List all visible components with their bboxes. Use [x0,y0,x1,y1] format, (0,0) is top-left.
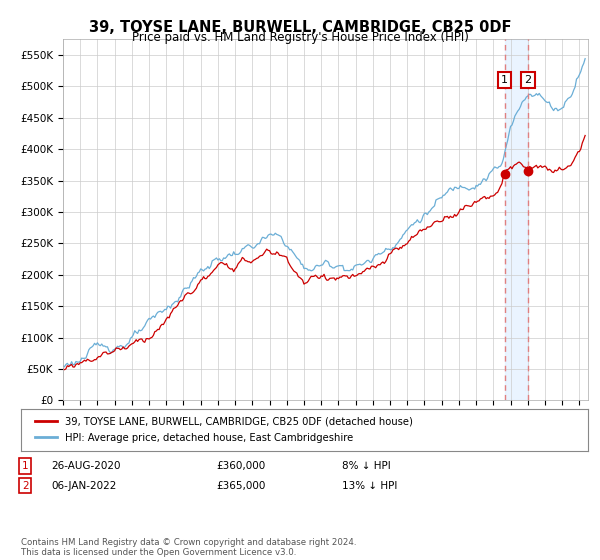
Text: £365,000: £365,000 [216,480,265,491]
Text: 2: 2 [524,75,532,85]
Text: 13% ↓ HPI: 13% ↓ HPI [342,480,397,491]
Text: Contains HM Land Registry data © Crown copyright and database right 2024.
This d: Contains HM Land Registry data © Crown c… [21,538,356,557]
Legend: 39, TOYSE LANE, BURWELL, CAMBRIDGE, CB25 0DF (detached house), HPI: Average pric: 39, TOYSE LANE, BURWELL, CAMBRIDGE, CB25… [31,413,416,447]
Text: 2: 2 [22,480,29,491]
Text: 8% ↓ HPI: 8% ↓ HPI [342,461,391,471]
Bar [505,39,528,400]
Text: £360,000: £360,000 [216,461,265,471]
Text: 26-AUG-2020: 26-AUG-2020 [51,461,121,471]
Text: 1: 1 [501,75,508,85]
Text: 1: 1 [22,461,29,471]
Text: Price paid vs. HM Land Registry's House Price Index (HPI): Price paid vs. HM Land Registry's House … [131,31,469,44]
Text: 39, TOYSE LANE, BURWELL, CAMBRIDGE, CB25 0DF: 39, TOYSE LANE, BURWELL, CAMBRIDGE, CB25… [89,20,511,35]
Text: 06-JAN-2022: 06-JAN-2022 [51,480,116,491]
